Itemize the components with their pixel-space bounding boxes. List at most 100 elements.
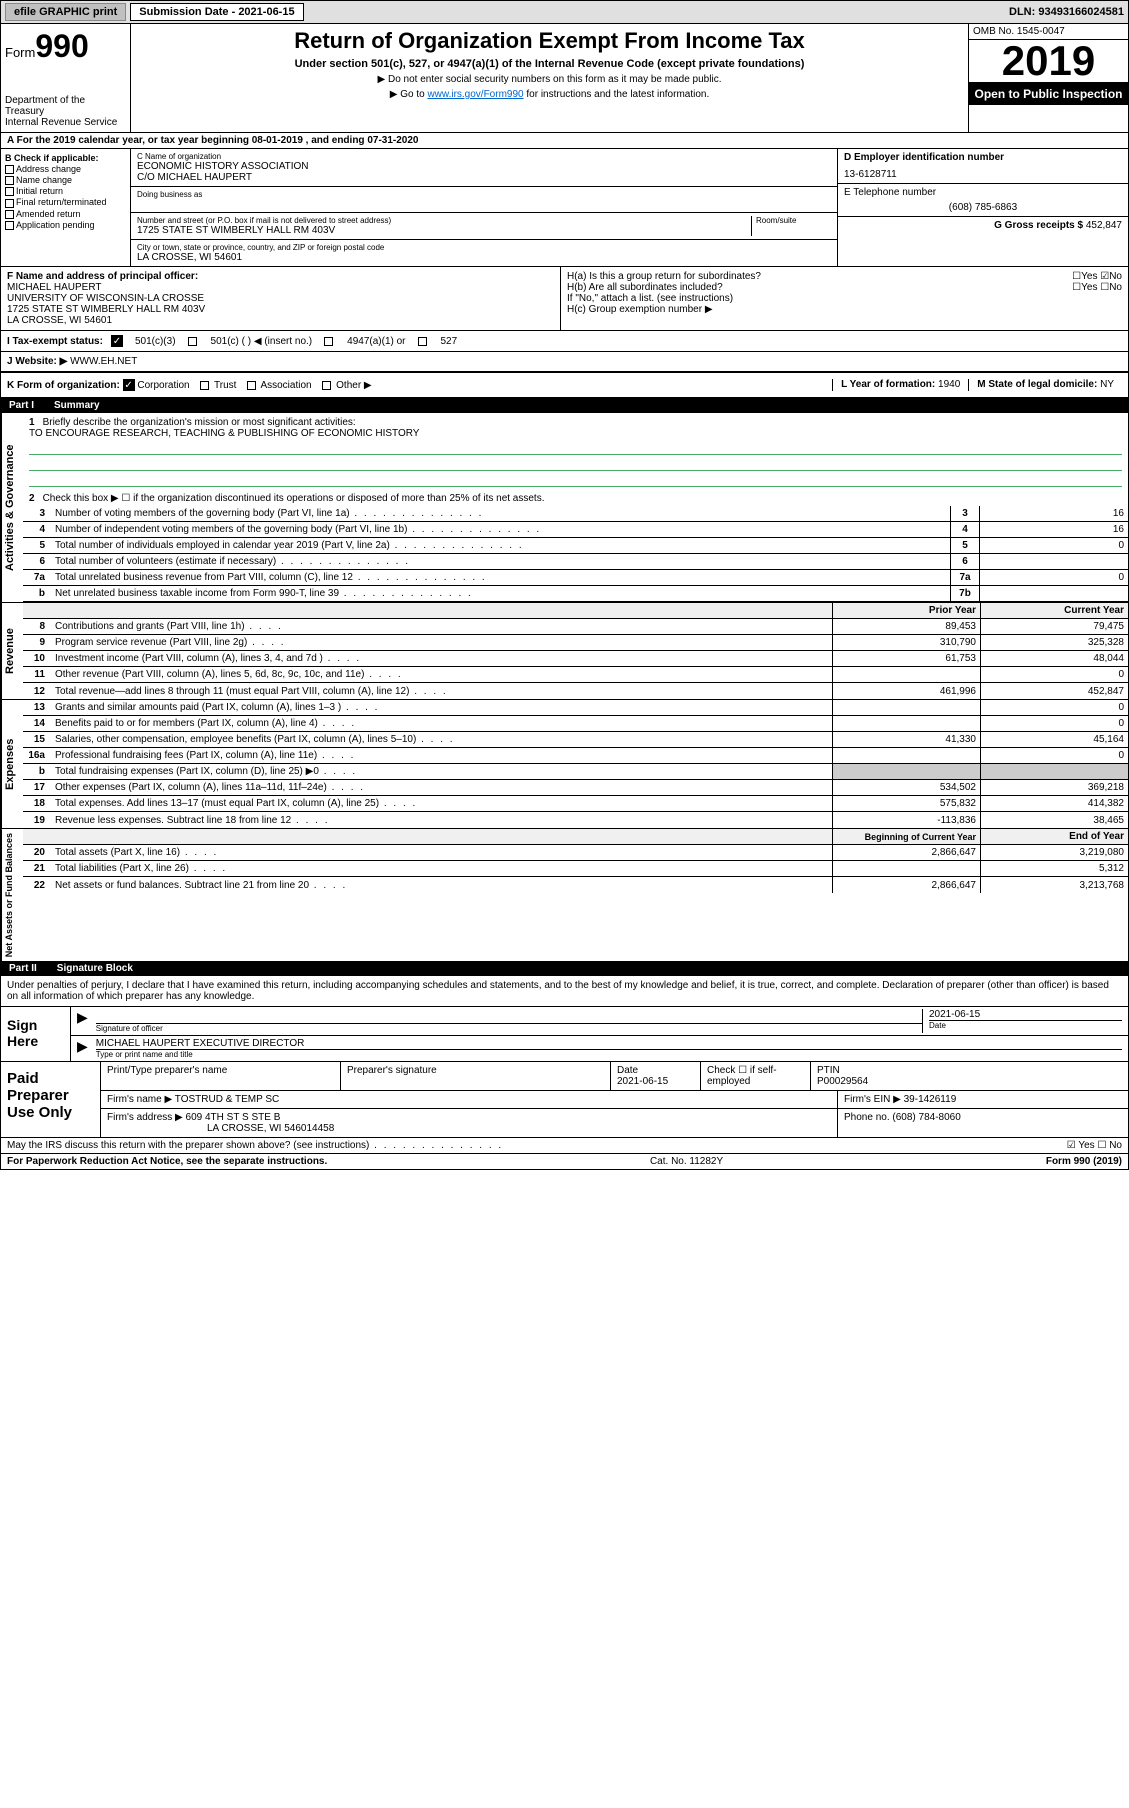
form-version: Form 990 (2019): [1046, 1156, 1122, 1167]
prior-value: 61,753: [832, 651, 980, 666]
prior-value: 534,502: [832, 780, 980, 795]
begin-year-header: Beginning of Current Year: [832, 829, 980, 844]
checkbox[interactable]: [5, 176, 14, 185]
checkbox[interactable]: [5, 210, 14, 219]
firm-ein: 39-1426119: [904, 1094, 957, 1105]
section-b-label: B Check if applicable:: [5, 153, 126, 163]
line-desc: Other expenses (Part IX, column (A), lin…: [51, 780, 832, 795]
hc-label: H(c) Group exemption number ▶: [567, 304, 1122, 315]
line-value: 16: [980, 506, 1128, 521]
current-value: [980, 764, 1128, 779]
self-employed-check: Check ☐ if self-employed: [707, 1065, 804, 1087]
signature-declaration: Under penalties of perjury, I declare th…: [1, 976, 1128, 1006]
current-value: 5,312: [980, 861, 1128, 876]
prior-value: [832, 716, 980, 731]
current-value: 45,164: [980, 732, 1128, 747]
current-value: 369,218: [980, 780, 1128, 795]
phone-value: (608) 785-6863: [844, 202, 1122, 213]
irs-link[interactable]: www.irs.gov/Form990: [427, 89, 523, 100]
efile-button[interactable]: efile GRAPHIC print: [5, 3, 126, 21]
prior-value: 41,330: [832, 732, 980, 747]
officer-label: F Name and address of principal officer:: [7, 271, 554, 282]
dln-label: DLN: 93493166024581: [1009, 6, 1124, 18]
current-value: 0: [980, 748, 1128, 763]
hb-label: H(b) Are all subordinates included?: [567, 282, 1072, 293]
checkbox[interactable]: [5, 187, 14, 196]
officer-line1: UNIVERSITY OF WISCONSIN-LA CROSSE: [7, 293, 554, 304]
line-desc: Program service revenue (Part VIII, line…: [51, 635, 832, 650]
line-desc: Total fundraising expenses (Part IX, col…: [51, 764, 832, 779]
subtitle-3: ▶ Go to www.irs.gov/Form990 for instruct…: [135, 89, 964, 100]
current-value: 3,219,080: [980, 845, 1128, 860]
checkbox[interactable]: [5, 221, 14, 230]
officer-line3: LA CROSSE, WI 54601: [7, 315, 554, 326]
sig-officer-label: Signature of officer: [96, 1023, 922, 1033]
netassets-sidelabel: Net Assets or Fund Balances: [1, 829, 23, 961]
line-value: 0: [980, 570, 1128, 585]
city-label: City or town, state or province, country…: [137, 243, 831, 252]
officer-name: MICHAEL HAUPERT: [7, 282, 554, 293]
line-desc: Total unrelated business revenue from Pa…: [51, 570, 950, 585]
mission-label: Briefly describe the organization's miss…: [43, 417, 356, 428]
prior-value: 2,866,647: [832, 877, 980, 893]
end-year-header: End of Year: [980, 829, 1128, 844]
officer-line2: 1725 STATE ST WIMBERLY HALL RM 403V: [7, 304, 554, 315]
firm-name: TOSTRUD & TEMP SC: [175, 1094, 279, 1105]
city-value: LA CROSSE, WI 54601: [137, 252, 831, 263]
addr-label: Number and street (or P.O. box if mail i…: [137, 216, 751, 225]
current-year-header: Current Year: [980, 603, 1128, 618]
current-value: 0: [980, 716, 1128, 731]
sig-date-label: Date: [929, 1020, 1122, 1030]
line-desc: Total liabilities (Part X, line 26): [51, 861, 832, 876]
formation-year: 1940: [938, 379, 960, 390]
ptin-value: P00029564: [817, 1076, 1122, 1087]
revenue-sidelabel: Revenue: [1, 603, 23, 699]
tax-year: 2019: [969, 40, 1128, 83]
cat-number: Cat. No. 11282Y: [650, 1156, 723, 1167]
line-value: 16: [980, 522, 1128, 537]
line-desc: Grants and similar amounts paid (Part IX…: [51, 700, 832, 715]
arrow-icon: ▶: [77, 1009, 88, 1033]
current-value: 48,044: [980, 651, 1128, 666]
line-value: 0: [980, 538, 1128, 553]
form-title: Return of Organization Exempt From Incom…: [135, 28, 964, 54]
subtitle-1: Under section 501(c), 527, or 4947(a)(1)…: [135, 58, 964, 70]
line-value: [980, 586, 1128, 601]
prior-value: 461,996: [832, 683, 980, 699]
current-value: 38,465: [980, 812, 1128, 828]
street-address: 1725 STATE ST WIMBERLY HALL RM 403V: [137, 225, 751, 236]
line-desc: Other revenue (Part VIII, column (A), li…: [51, 667, 832, 682]
org-name: ECONOMIC HISTORY ASSOCIATION: [137, 161, 831, 172]
current-value: 79,475: [980, 619, 1128, 634]
mission-text: TO ENCOURAGE RESEARCH, TEACHING & PUBLIS…: [29, 428, 1122, 439]
website-value: WWW.EH.NET: [70, 356, 137, 367]
name-label: C Name of organization: [137, 152, 831, 161]
ein-label: D Employer identification number: [844, 152, 1122, 163]
current-value: 325,328: [980, 635, 1128, 650]
current-value: 0: [980, 667, 1128, 682]
room-label: Room/suite: [756, 216, 831, 225]
line-desc: Total expenses. Add lines 13–17 (must eq…: [51, 796, 832, 811]
line-desc: Salaries, other compensation, employee b…: [51, 732, 832, 747]
gross-value: 452,847: [1086, 220, 1122, 231]
tax-exempt-label: I Tax-exempt status:: [7, 336, 103, 347]
current-value: 414,382: [980, 796, 1128, 811]
line-desc: Total revenue—add lines 8 through 11 (mu…: [51, 684, 832, 699]
checkbox[interactable]: [5, 199, 14, 208]
prior-value: 89,453: [832, 619, 980, 634]
paperwork-notice: For Paperwork Reduction Act Notice, see …: [7, 1156, 327, 1167]
hb-note: If "No," attach a list. (see instruction…: [567, 293, 1122, 304]
website-label: J Website: ▶: [7, 356, 67, 367]
prior-value: [832, 748, 980, 763]
form-number: Form990: [5, 28, 126, 65]
governance-sidelabel: Activities & Governance: [1, 413, 23, 602]
prior-value: -113,836: [832, 812, 980, 828]
prior-value: [832, 667, 980, 682]
prior-value: 310,790: [832, 635, 980, 650]
checkbox[interactable]: [5, 165, 14, 174]
line-desc: Benefits paid to or for members (Part IX…: [51, 716, 832, 731]
line2-text: Check this box ▶ ☐ if the organization d…: [43, 493, 545, 504]
ha-label: H(a) Is this a group return for subordin…: [567, 271, 1072, 282]
line-desc: Total number of volunteers (estimate if …: [51, 554, 950, 569]
prior-value: 575,832: [832, 796, 980, 811]
